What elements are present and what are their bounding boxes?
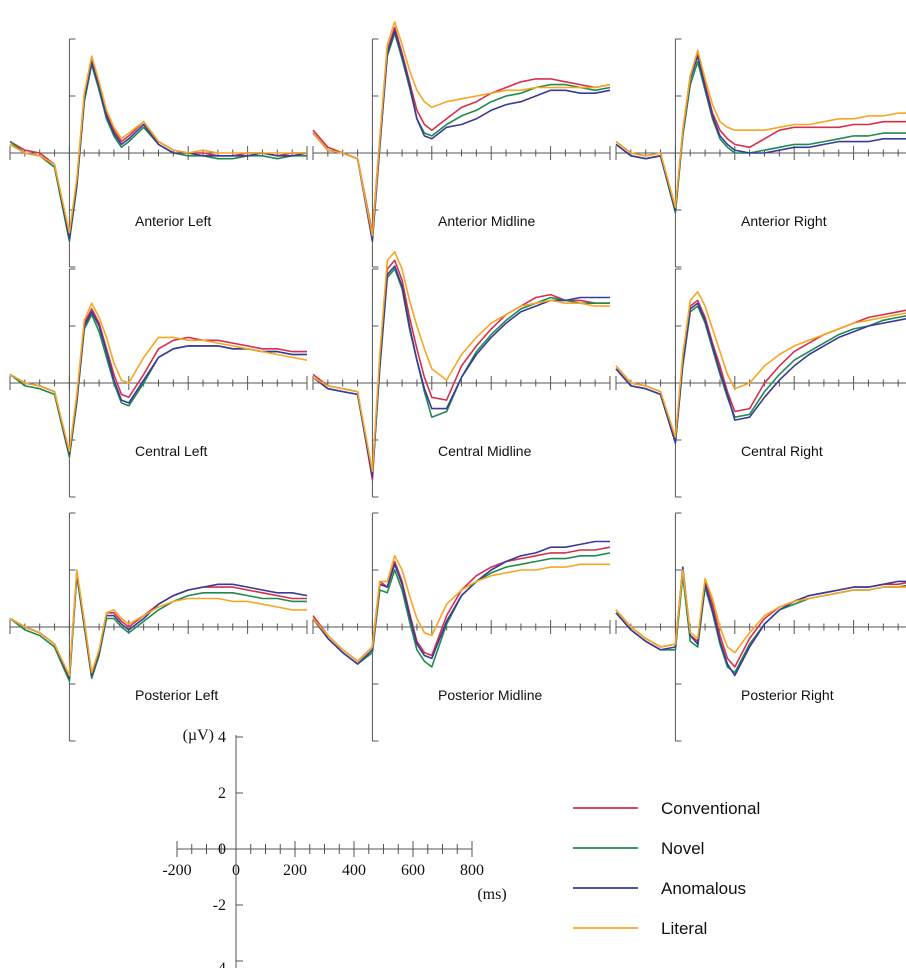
series-line-conventional — [312, 546, 611, 662]
series-line-anomalous — [615, 566, 906, 677]
legend-item-novel: Novel — [573, 839, 704, 858]
panel-anterior-midline: Anterior Midline — [312, 21, 611, 268]
panel-central-left: Central Left — [9, 268, 308, 498]
legend-label: Novel — [661, 839, 704, 858]
panel-axes — [312, 38, 611, 268]
scale-x-tick-label: 600 — [401, 862, 425, 879]
panel-axes — [9, 268, 308, 498]
scale-x-tick-label: 200 — [283, 862, 307, 879]
panel-axes — [312, 512, 611, 742]
panel-anterior-right: Anterior Right — [615, 38, 906, 268]
panel-label: Central Midline — [438, 443, 532, 459]
series-line-anomalous — [9, 572, 308, 680]
legend-label: Anomalous — [661, 879, 746, 898]
scale-axes — [176, 735, 473, 968]
series-line-anomalous — [615, 302, 906, 444]
legend-item-conventional: Conventional — [573, 799, 760, 818]
panel-axes — [9, 512, 308, 742]
series-line-conventional — [9, 58, 307, 240]
series-line-conventional — [312, 26, 611, 234]
panel-axes — [312, 268, 611, 498]
panel-label: Central Left — [135, 443, 207, 459]
series-line-novel — [615, 61, 906, 214]
series-line-novel — [615, 305, 906, 444]
panel-anterior-left: Anterior Left — [9, 38, 308, 268]
panel-label: Posterior Left — [135, 687, 218, 703]
scale-y-tick-label: -2 — [213, 897, 226, 914]
legend-item-anomalous: Anomalous — [573, 879, 746, 898]
series-line-anomalous — [312, 540, 610, 665]
series-line-anomalous — [615, 55, 906, 211]
scale-x-tick-label: 800 — [460, 862, 484, 879]
erp-panels-grid: Anterior Left Anterior Midline Anterior Ri… — [9, 21, 906, 742]
legend-label: Conventional — [661, 799, 760, 818]
panel-central-midline: Central Midline — [312, 251, 611, 498]
scale-x-unit-label: (ms) — [477, 886, 506, 903]
series-line-literal — [9, 55, 307, 234]
panel-posterior-right: Posterior Right — [615, 512, 906, 742]
series-line-anomalous — [9, 61, 308, 240]
legend-label: Literal — [661, 919, 707, 938]
series-line-literal — [615, 49, 906, 208]
series-line-literal — [9, 569, 307, 677]
series-line-literal — [9, 302, 308, 453]
panel-posterior-left: Posterior Left — [9, 512, 308, 742]
series-line-conventional — [615, 52, 906, 211]
series-line-literal — [615, 291, 906, 438]
scale-y-unit-label: (µV) — [183, 727, 214, 744]
panel-posterior-midline: Posterior Midline — [312, 512, 611, 742]
panel-axes — [615, 268, 906, 498]
scale-x-tick-label: -200 — [162, 862, 191, 879]
panel-label: Central Right — [741, 443, 823, 459]
series-line-conventional — [312, 259, 610, 481]
series-line-literal — [312, 21, 611, 237]
series-line-literal — [615, 569, 906, 654]
scale-bar: 4 2 0 -2 -4 -200 0 200 400 600 800 (µV) (ms) — [162, 727, 507, 968]
series-line-literal — [312, 251, 610, 473]
panel-central-right: Central Right — [615, 268, 906, 498]
scale-y-tick-label: 4 — [218, 729, 226, 746]
panel-label: Anterior Right — [741, 213, 827, 229]
legend-item-literal: Literal — [573, 919, 707, 938]
panel-axes — [615, 512, 906, 742]
scale-y-tick-label: 0 — [218, 841, 226, 858]
scale-y-tick-label: -4 — [213, 960, 226, 968]
scale-x-tick-label: 400 — [342, 862, 366, 879]
scale-x-tick-label: 0 — [232, 862, 240, 879]
series-line-literal — [312, 555, 610, 662]
panel-label: Posterior Right — [741, 687, 834, 703]
panel-label: Posterior Midline — [438, 687, 542, 703]
legend: Conventional Novel Anomalous Literal — [573, 799, 760, 938]
series-line-novel — [312, 552, 611, 668]
scale-y-tick-label: 2 — [218, 785, 226, 802]
series-line-novel — [312, 32, 611, 240]
series-line-novel — [9, 574, 307, 682]
panel-label: Anterior Left — [135, 213, 211, 229]
panel-label: Anterior Midline — [438, 213, 535, 229]
series-line-anomalous — [312, 29, 611, 243]
